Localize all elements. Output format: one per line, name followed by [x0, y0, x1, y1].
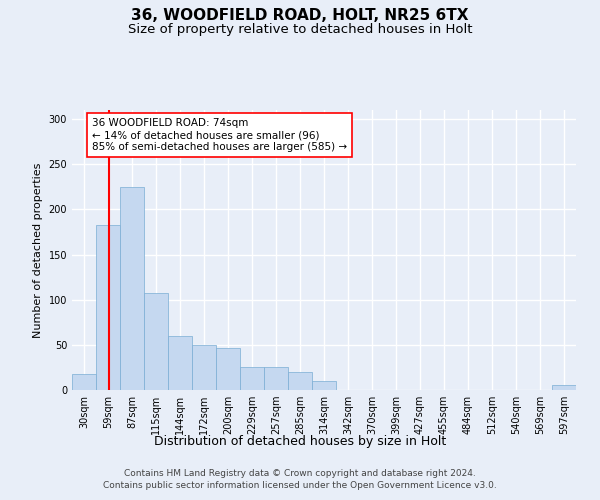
Bar: [120, 187, 144, 390]
Text: Contains public sector information licensed under the Open Government Licence v3: Contains public sector information licen…: [103, 481, 497, 490]
Y-axis label: Number of detached properties: Number of detached properties: [33, 162, 43, 338]
Bar: [72, 374, 96, 390]
Bar: [288, 372, 312, 390]
Text: 36 WOODFIELD ROAD: 74sqm
← 14% of detached houses are smaller (96)
85% of semi-d: 36 WOODFIELD ROAD: 74sqm ← 14% of detach…: [92, 118, 347, 152]
Bar: [168, 336, 192, 390]
Text: Contains HM Land Registry data © Crown copyright and database right 2024.: Contains HM Land Registry data © Crown c…: [124, 468, 476, 477]
Bar: [240, 368, 264, 390]
Text: Distribution of detached houses by size in Holt: Distribution of detached houses by size …: [154, 435, 446, 448]
Bar: [144, 294, 168, 390]
Text: 36, WOODFIELD ROAD, HOLT, NR25 6TX: 36, WOODFIELD ROAD, HOLT, NR25 6TX: [131, 8, 469, 22]
Bar: [192, 345, 216, 390]
Bar: [552, 386, 576, 390]
Bar: [312, 381, 336, 390]
Text: Size of property relative to detached houses in Holt: Size of property relative to detached ho…: [128, 22, 472, 36]
Bar: [216, 348, 240, 390]
Bar: [96, 224, 120, 390]
Bar: [264, 368, 288, 390]
